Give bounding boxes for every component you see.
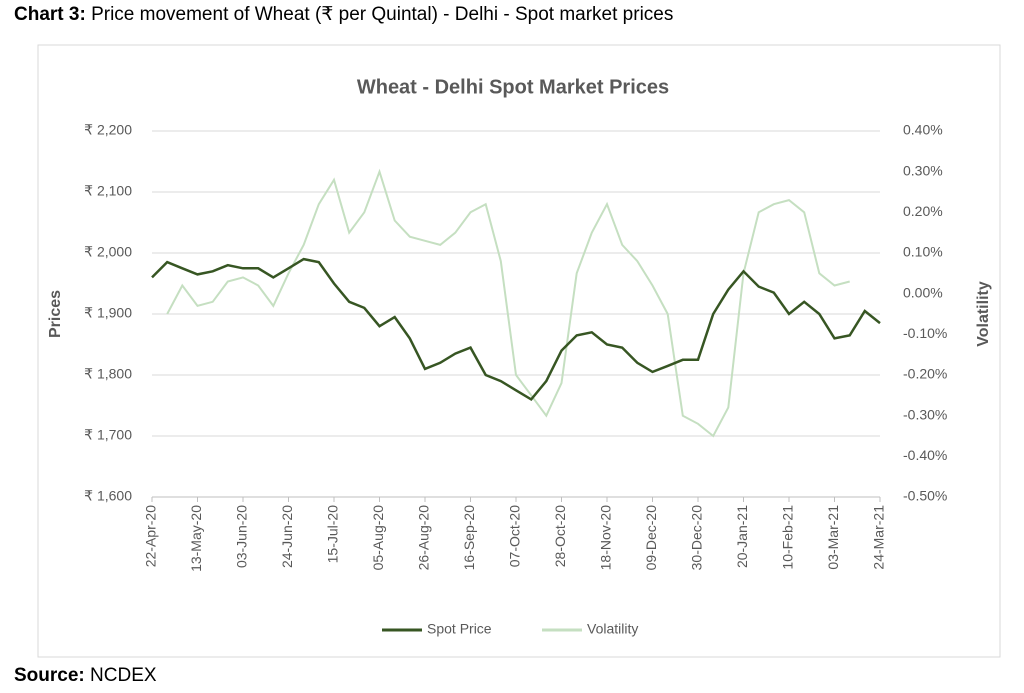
x-tick-label: 26-Aug-20: [416, 505, 432, 571]
legend-label: Spot Price: [427, 621, 492, 637]
x-tick-label: 24-Jun-20: [279, 505, 295, 568]
x-tick-label: 07-Oct-20: [507, 505, 523, 567]
series-line: [151, 257, 881, 402]
x-tick-label: 22-Apr-20: [143, 505, 159, 567]
y2-tick-label: -0.10%: [903, 325, 947, 341]
x-tick-label: 03-Mar-21: [825, 505, 841, 570]
y2-tick-label: 0.20%: [903, 203, 943, 219]
y-tick-label: ₹ 2,100: [84, 183, 132, 199]
x-tick-label: 24-Mar-21: [871, 505, 887, 570]
y2-tick-label: -0.30%: [903, 406, 947, 422]
x-tick-label: 18-Nov-20: [598, 505, 614, 571]
heading-text: Price movement of Wheat (₹ per Quintal) …: [91, 4, 674, 25]
y2-tick-label: -0.20%: [903, 366, 947, 382]
x-tick-label: 16-Sep-20: [461, 505, 477, 571]
y2-tick-label: 0.00%: [903, 284, 943, 300]
y2-tick-label: -0.50%: [903, 488, 947, 504]
x-tick-label: 05-Aug-20: [370, 505, 386, 571]
chart-title: Wheat - Delhi Spot Market Prices: [357, 76, 669, 98]
y-tick-label: ₹ 2,200: [84, 122, 132, 138]
heading: Chart 3: Price movement of Wheat (₹ per …: [14, 3, 673, 26]
legend-label: Volatility: [587, 621, 638, 637]
y2-tick-label: 0.40%: [903, 122, 943, 138]
x-tick-label: 09-Dec-20: [643, 505, 659, 571]
y2-tick-label: 0.10%: [903, 244, 943, 260]
x-tick-label: 28-Oct-20: [552, 505, 568, 567]
y-tick-label: ₹ 1,700: [84, 427, 132, 443]
y2-axis-label: Volatility: [975, 281, 992, 347]
x-tick-label: 30-Dec-20: [689, 505, 705, 571]
heading-label: Chart 3:: [14, 4, 86, 25]
chart: Wheat - Delhi Spot Market Prices Prices …: [37, 44, 1001, 658]
x-tick-label: 13-May-20: [188, 505, 204, 572]
source-label: Source:: [14, 665, 85, 686]
x-tick-label: 20-Jan-21: [734, 505, 750, 568]
y-tick-label: ₹ 1,800: [84, 366, 132, 382]
series-line: [166, 168, 850, 438]
y2-tick-label: 0.30%: [903, 162, 943, 178]
source: Source: NCDEX: [14, 665, 157, 687]
x-tick-label: 10-Feb-21: [780, 505, 796, 570]
x-tick-label: 15-Jul-20: [325, 505, 341, 564]
chart-frame: [37, 44, 1001, 658]
y-tick-label: ₹ 1,900: [84, 305, 132, 321]
source-text: NCDEX: [90, 665, 157, 686]
y2-tick-label: -0.40%: [903, 447, 947, 463]
y-axis-label: Prices: [47, 290, 64, 338]
y-tick-label: ₹ 1,600: [84, 488, 132, 504]
y-tick-label: ₹ 2,000: [84, 244, 132, 260]
x-tick-label: 03-Jun-20: [234, 505, 250, 568]
